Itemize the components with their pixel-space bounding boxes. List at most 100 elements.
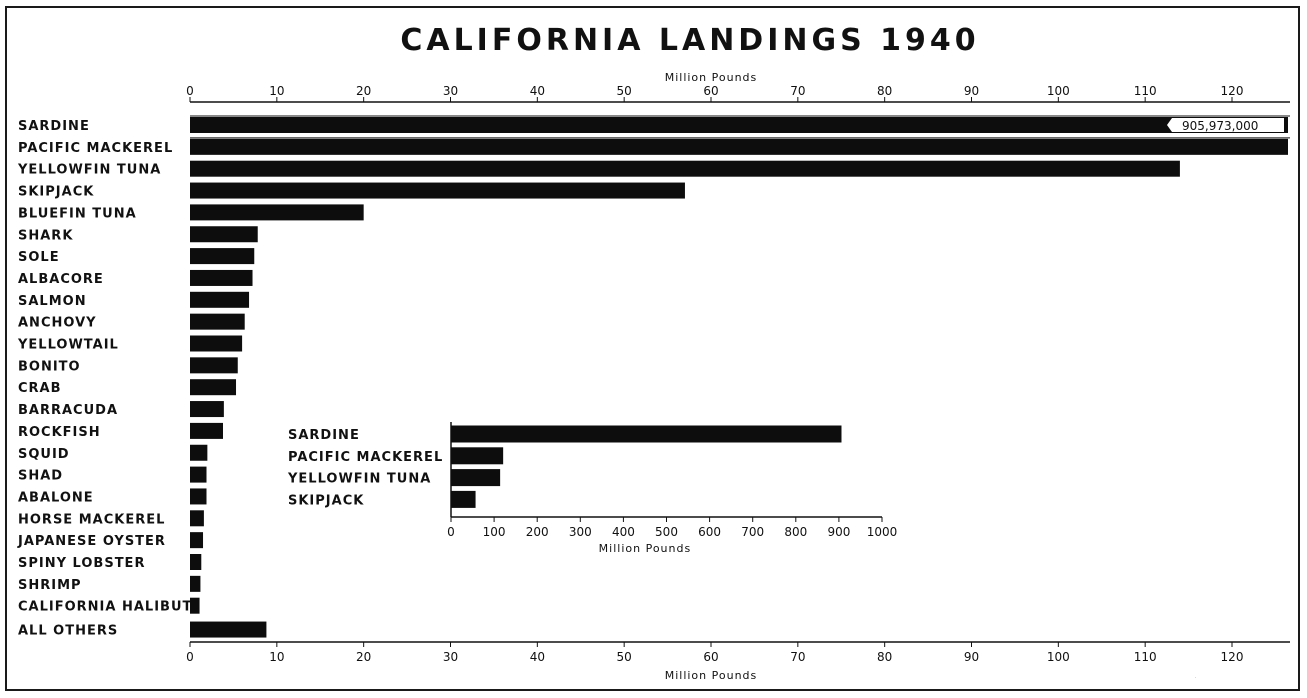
bottom-tick-label: 80 [877,650,892,664]
top-tick-label: 100 [1047,84,1070,98]
bottom-tick-label: 70 [790,650,805,664]
sardine-callout: 905,973,000 [1182,119,1258,133]
top-tick-label: 50 [617,84,632,98]
bottom-tick-label: 40 [530,650,545,664]
bar-skipjack [190,182,685,199]
bottom-tick-label: 110 [1134,650,1157,664]
category-label: CALIFORNIA HALIBUT [18,600,192,615]
bar-shrimp [190,575,201,592]
inset-bar-sardine [451,425,842,443]
top-tick-label: 30 [443,84,458,98]
category-label: SHARK [18,228,73,243]
category-label: SKIPJACK [18,185,94,200]
bar-anchovy [190,313,245,330]
category-label: BARRACUDA [18,403,118,418]
category-label: ABALONE [18,490,94,505]
inset-bar-skipjack [451,490,476,508]
bar-all-others [190,621,267,638]
bottom-tick-label: 0 [186,650,194,664]
bottom-tick-label: 50 [617,650,632,664]
category-label: YELLOWTAIL [17,338,119,353]
bar-rockfish [190,422,223,439]
bar-barracuda [190,401,224,418]
top-tick-label: 40 [530,84,545,98]
category-label: SQUID [18,447,70,462]
category-label: PACIFIC MACKEREL [18,141,173,156]
bar-albacore [190,269,253,286]
bar-abalone [190,488,207,505]
inset-category-label: YELLOWFIN TUNA [287,472,431,487]
category-label: SPINY LOBSTER [18,556,145,571]
category-label: YELLOWFIN TUNA [17,163,161,178]
inset-category-label: SKIPJACK [288,493,364,508]
category-label: ALL OTHERS [18,624,118,639]
top-axis-label: Million Pounds [665,71,758,84]
chart-title: CALIFORNIA LANDINGS 1940 [400,23,979,58]
inset-tick-label: 1000 [867,525,898,539]
category-label: BONITO [18,359,81,374]
bar-shark [190,226,258,243]
bar-bonito [190,357,238,374]
top-tick-label: 110 [1134,84,1157,98]
inset-category-label: PACIFIC MACKEREL [288,450,443,465]
bottom-tick-label: 20 [356,650,371,664]
inset-tick-label: 600 [698,525,721,539]
category-label: BLUEFIN TUNA [18,206,137,221]
bottom-axis-label: Million Pounds [665,669,758,682]
inset-tick-label: 0 [447,525,455,539]
inset-axis-label: Million Pounds [599,542,692,555]
inset-category-label: SARDINE [288,428,360,443]
top-tick-label: 10 [269,84,284,98]
inset-tick-label: 900 [827,525,850,539]
category-label: SHAD [18,469,63,484]
bar-bluefin-tuna [190,204,364,221]
top-tick-label: 60 [703,84,718,98]
category-label: SOLE [18,250,60,265]
bar-pacific-mackerel [190,138,1288,155]
bar-horse-mackerel [190,510,204,527]
inset-tick-label: 300 [569,525,592,539]
bar-spiny-lobster [190,554,202,570]
bar-sole [190,248,255,265]
inset-tick-label: 700 [741,525,764,539]
top-tick-label: 20 [356,84,371,98]
inset-bar-chart: 0 100 200 300 400 500 600 700 800 900 1000 Million … [287,422,897,555]
bar-california-halibut [190,597,200,614]
bottom-tick-label: 10 [269,650,284,664]
top-tick-label: 70 [790,84,805,98]
bottom-tick-label: 30 [443,650,458,664]
bottom-tick-label: 90 [964,650,979,664]
main-bar-chart: 0 0 10 10 20 20 30 30 40 40 50 50 60 60 70 70 80 80 90 90 10… [17,71,1290,682]
inset-tick-label: 200 [526,525,549,539]
category-label: CRAB [18,381,62,396]
category-label: SARDINE [18,119,90,134]
category-label: SHRIMP [18,578,82,593]
bar-japanese-oyster [190,532,204,549]
bar-sardine [190,117,1288,133]
category-label: ROCKFISH [18,425,101,440]
inset-bar-yellowfin-tuna [451,469,501,487]
top-tick-label: 120 [1221,84,1244,98]
callout-box [1172,118,1284,132]
bar-salmon [190,291,250,308]
bottom-tick-label: 100 [1047,650,1070,664]
inset-tick-label: 400 [612,525,635,539]
bar-yellowtail [190,335,243,352]
inset-bar-pacific-mackerel [451,447,504,465]
bar-crab [190,379,237,396]
inset-tick-label: 500 [655,525,678,539]
category-label: ALBACORE [18,272,104,287]
top-tick-label: 0 [186,84,194,98]
callout-notch [1167,118,1172,132]
bar-squid [190,444,208,461]
inset-tick-label: 100 [483,525,506,539]
category-label: ANCHOVY [18,316,97,331]
inset-tick-label: 800 [784,525,807,539]
top-tick-label: 90 [964,84,979,98]
category-label: HORSE MACKEREL [18,512,165,527]
bottom-tick-label: 120 [1221,650,1244,664]
category-label: JAPANESE OYSTER [17,534,166,549]
top-tick-label: 80 [877,84,892,98]
